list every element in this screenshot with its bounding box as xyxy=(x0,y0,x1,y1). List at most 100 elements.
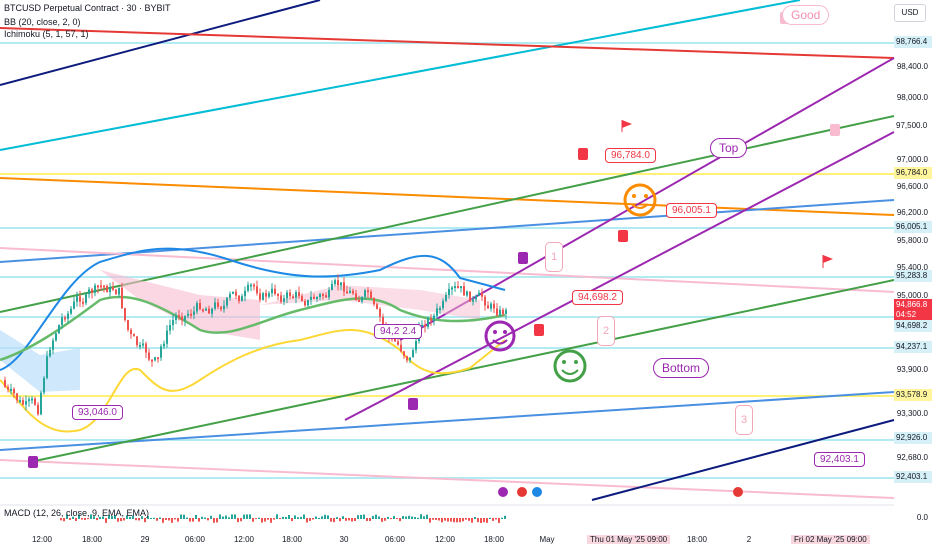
macd-bar xyxy=(246,514,248,519)
macd-bar xyxy=(306,518,308,523)
candle-body xyxy=(319,294,321,298)
time-marker-fri: Fri 02 May '25 09:00 xyxy=(791,535,870,544)
ichimoku-legend[interactable]: Ichimoku (5, 1, 57, 1) xyxy=(4,29,89,39)
macd-bar xyxy=(105,518,107,523)
candle-body xyxy=(160,346,162,358)
candle-body xyxy=(313,296,315,299)
candle-body xyxy=(82,301,84,304)
macd-bar xyxy=(117,518,119,522)
macd-bar xyxy=(339,518,341,522)
candle-body xyxy=(73,301,75,309)
macd-bar xyxy=(318,517,320,519)
candle-body xyxy=(361,296,363,302)
macd-bar xyxy=(168,518,170,521)
candle-body xyxy=(37,404,39,415)
candle-body xyxy=(220,306,222,310)
price-level-box: 94,237.1 xyxy=(894,341,932,353)
callout-94222[interactable]: 94,2 2.4 xyxy=(374,324,423,339)
candle-body xyxy=(271,288,273,294)
candle-body xyxy=(475,295,477,300)
macd-bar xyxy=(129,517,131,519)
candle-body xyxy=(169,325,171,331)
note-top[interactable]: Top xyxy=(710,138,748,158)
callout-96005[interactable]: 96,005.1 xyxy=(666,203,717,218)
note-bottom[interactable]: Bottom xyxy=(653,358,710,378)
candlestick-series xyxy=(4,274,507,416)
macd-bar xyxy=(216,518,218,523)
candle-body xyxy=(454,286,456,289)
candle-body xyxy=(484,296,486,306)
candle-body xyxy=(328,289,330,298)
macd-bar xyxy=(198,518,200,522)
candle-body xyxy=(256,286,258,294)
macd-bar xyxy=(93,516,95,519)
macd-bar xyxy=(234,514,236,519)
candle-body xyxy=(460,286,462,289)
price-scale-label: 96,600.0 xyxy=(896,182,928,191)
candle-body xyxy=(505,309,507,314)
symbol-legend[interactable]: BTCUSD Perpetual Contract · 30 · BYBIT xyxy=(4,3,171,13)
candle-body xyxy=(88,289,90,295)
macd-bar xyxy=(348,518,350,521)
macd-bar xyxy=(69,518,71,520)
candle-body xyxy=(472,299,474,302)
candle-body xyxy=(349,290,351,294)
candle-body xyxy=(229,293,231,298)
candle-body xyxy=(499,309,501,316)
currency-button[interactable]: USD xyxy=(894,4,926,22)
candle-body xyxy=(118,287,120,295)
candle-body xyxy=(226,297,228,306)
macd-bar xyxy=(159,517,161,519)
macd-bar xyxy=(114,515,116,519)
macd-bar xyxy=(324,514,326,519)
macd-bar xyxy=(174,518,176,520)
macd-bar xyxy=(153,517,155,519)
macd-bar xyxy=(177,518,179,522)
candle-body xyxy=(427,318,429,327)
macd-bar xyxy=(327,515,329,519)
step-label-2[interactable]: 2 xyxy=(597,316,615,346)
macd-bar xyxy=(333,518,335,523)
candle-body xyxy=(445,295,447,301)
time-axis-label: 06:00 xyxy=(184,535,206,544)
macd-bar xyxy=(294,515,296,519)
candle-body xyxy=(85,294,87,304)
macd-bar xyxy=(399,518,401,522)
step-label-1[interactable]: 1 xyxy=(545,242,563,272)
candle-body xyxy=(91,289,93,293)
callout-96784[interactable]: 96,784.0 xyxy=(605,148,656,163)
macd-bar xyxy=(126,515,128,519)
macd-bar xyxy=(270,518,272,523)
macd-bar xyxy=(165,518,167,520)
macd-bar xyxy=(360,514,362,519)
candle-body xyxy=(244,290,246,297)
bb-legend[interactable]: BB (20, close, 2, 0) xyxy=(4,17,81,27)
candle-body xyxy=(154,357,156,361)
macd-legend[interactable]: MACD (12, 26, close, 9, EMA, EMA) xyxy=(4,508,150,518)
price-level-box: 94,698.2 xyxy=(894,320,932,332)
callout-92403[interactable]: 92,403.1 xyxy=(814,452,865,467)
macd-bar xyxy=(459,518,461,523)
macd-bar xyxy=(222,516,224,519)
callout-94698[interactable]: 94,698.2 xyxy=(572,290,623,305)
candle-body xyxy=(259,293,261,300)
macd-bar xyxy=(267,518,269,520)
time-axis-label: 18:00 xyxy=(81,535,103,544)
step-label-3[interactable]: 3 xyxy=(735,405,753,435)
macd-bar xyxy=(108,514,110,519)
candle-body xyxy=(238,295,240,302)
time-axis-label: 06:00 xyxy=(384,535,406,544)
macd-bar xyxy=(237,518,239,523)
note-good[interactable]: Good xyxy=(782,5,830,25)
macd-bar xyxy=(441,518,443,523)
candle-body xyxy=(433,315,435,321)
candle-body xyxy=(100,285,102,288)
callout-93046[interactable]: 93,046.0 xyxy=(72,405,123,420)
candle-body xyxy=(322,294,324,297)
candle-body xyxy=(493,303,495,309)
candle-body xyxy=(178,315,180,318)
candle-body xyxy=(481,292,483,297)
macd-bar xyxy=(498,518,500,523)
macd-bar xyxy=(144,518,146,523)
